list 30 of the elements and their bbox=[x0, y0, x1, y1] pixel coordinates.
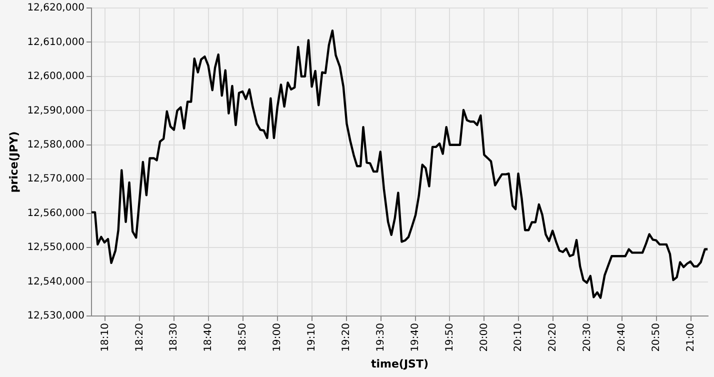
x-axis-title: time(JST) bbox=[370, 357, 428, 370]
y-tick-label: 12,530,000 bbox=[27, 310, 84, 322]
x-tick-label: 18:50 bbox=[238, 322, 249, 352]
x-tick-label: 18:20 bbox=[134, 322, 146, 352]
y-tick-label: 12,540,000 bbox=[27, 276, 84, 288]
x-tick-label: 19:50 bbox=[444, 322, 456, 352]
y-tick-label: 12,610,000 bbox=[27, 36, 84, 48]
x-tick-label: 19:20 bbox=[340, 322, 352, 352]
x-tick-label: 19:00 bbox=[272, 322, 284, 352]
x-tick-label: 18:30 bbox=[168, 322, 180, 352]
y-tick-label: 12,550,000 bbox=[27, 242, 84, 254]
y-axis-title: price(JPY) bbox=[7, 131, 20, 193]
y-tick-label: 12,600,000 bbox=[27, 71, 84, 82]
x-tick-label: 20:20 bbox=[548, 322, 559, 352]
x-tick-label: 18:40 bbox=[203, 322, 214, 352]
x-tick-label: 20:10 bbox=[513, 322, 524, 352]
x-tick-label: 21:00 bbox=[685, 322, 696, 352]
y-tick-label: 12,590,000 bbox=[27, 105, 84, 116]
x-tick-label: 20:00 bbox=[478, 322, 490, 352]
x-tick-label: 19:10 bbox=[306, 322, 318, 352]
x-tick-label: 18:10 bbox=[100, 322, 111, 352]
x-tick-label: 19:40 bbox=[410, 322, 421, 352]
x-tick-label: 19:30 bbox=[375, 322, 386, 352]
y-tick-label: 12,620,000 bbox=[27, 2, 84, 14]
x-tick-label: 20:30 bbox=[582, 322, 594, 352]
x-tick-label: 20:50 bbox=[650, 322, 662, 352]
y-tick-label: 12,560,000 bbox=[27, 208, 84, 219]
y-tick-label: 12,580,000 bbox=[27, 139, 84, 150]
x-tick-label: 20:40 bbox=[616, 322, 628, 352]
y-tick-label: 12,570,000 bbox=[27, 174, 84, 185]
